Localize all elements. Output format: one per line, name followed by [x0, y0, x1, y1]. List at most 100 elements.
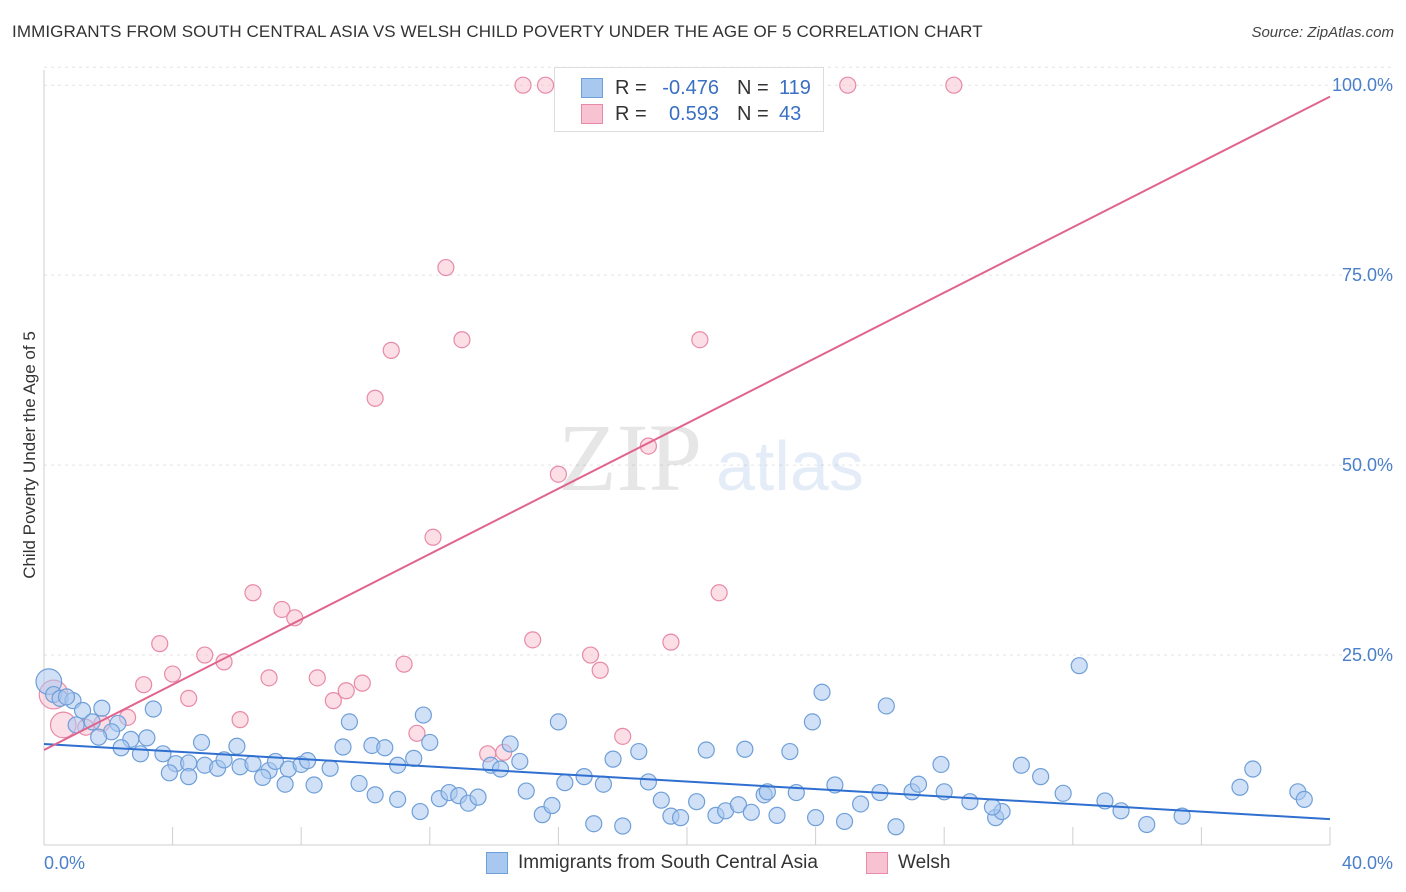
bottom-legend-label-pink: Welsh [898, 852, 951, 873]
legend-swatch-pink [581, 104, 603, 124]
watermark-zip: ZIP [558, 404, 702, 511]
asia-point [932, 755, 950, 774]
welsh-point [536, 76, 555, 94]
welsh-point [453, 331, 471, 349]
asia-point [671, 809, 690, 827]
asia-point [305, 776, 323, 794]
legend-r-pink: 0.593 [668, 102, 719, 125]
asia-point [421, 733, 439, 752]
asia-point [73, 701, 92, 720]
legend-swatch-blue [581, 78, 603, 98]
asia-point [254, 768, 272, 786]
asia-point [639, 773, 658, 791]
bottom-legend-swatch-blue [486, 852, 508, 874]
y-tick-label: 75.0% [1342, 265, 1393, 285]
asia-point [604, 750, 622, 768]
asia-point [736, 740, 754, 758]
asia-point [90, 728, 108, 746]
asia-point [1032, 768, 1050, 786]
welsh-point [151, 635, 169, 653]
asia-point [742, 803, 760, 821]
asia-point [909, 775, 928, 793]
asia-point [160, 764, 178, 782]
stats-legend: R = -0.476 N = 119 R = 0.593 N = 43 [554, 67, 824, 132]
welsh-trend-line [43, 95, 1331, 751]
welsh-point [691, 331, 709, 349]
asia-point [688, 793, 706, 811]
asia-point [1138, 815, 1156, 834]
welsh-point [945, 76, 963, 94]
asia-point [340, 713, 359, 731]
asia-point [405, 749, 423, 767]
legend-row-pink: R = 0.593 N = 43 [581, 102, 801, 126]
asia-point [614, 817, 632, 835]
asia-point [192, 733, 211, 752]
asia-point [228, 737, 246, 755]
asia-point [729, 796, 748, 814]
legend-r-blue: -0.476 [662, 76, 719, 99]
asia-point [1070, 657, 1088, 675]
asia-point [758, 783, 776, 801]
asia-point [57, 688, 76, 706]
welsh-point [366, 389, 384, 407]
asia-point [131, 745, 150, 763]
x-tick-label: 0.0% [44, 853, 85, 873]
legend-n-label: N = [737, 76, 769, 99]
asia-point [549, 713, 568, 731]
asia-point [180, 768, 198, 786]
asia-point [93, 699, 111, 717]
legend-n-label: N = [737, 102, 769, 125]
legend-row-blue: R = -0.476 N = 119 [581, 76, 811, 100]
welsh-point [710, 584, 728, 602]
welsh-point [614, 727, 632, 745]
welsh-point [196, 646, 214, 664]
welsh-point [353, 674, 371, 692]
asia-point [511, 752, 529, 771]
bottom-legend-label-blue: Immigrants from South Central Asia [518, 852, 818, 873]
y-tick-label: 25.0% [1342, 645, 1393, 665]
asia-point [630, 742, 648, 761]
source-label: Source: ZipAtlas.com [1251, 24, 1394, 41]
watermark-atlas: atlas [716, 427, 864, 505]
welsh-point [135, 676, 153, 694]
welsh-point [273, 600, 291, 619]
legend-n-pink: 43 [779, 102, 802, 125]
y-tick-label: 50.0% [1342, 455, 1393, 475]
asia-point [138, 729, 156, 747]
welsh-point [424, 528, 442, 546]
welsh-point [164, 665, 182, 683]
asia-point [491, 760, 510, 778]
asia-point [1173, 807, 1191, 825]
welsh-point [260, 669, 278, 687]
asia-point [389, 790, 407, 809]
welsh-point [514, 76, 532, 94]
asia-point [768, 806, 786, 824]
welsh-point [231, 711, 249, 729]
bottom-legend-swatch-pink [866, 852, 888, 874]
welsh-points [38, 76, 963, 763]
welsh-point [581, 646, 600, 664]
asia-point [877, 697, 895, 715]
asia-point [1054, 784, 1072, 802]
welsh-point [308, 669, 326, 687]
asia-point [813, 683, 831, 701]
asia-point [321, 759, 339, 777]
welsh-point [244, 584, 262, 602]
asia-point [517, 782, 535, 800]
bottom-legend-blue: Immigrants from South Central Asia [486, 852, 818, 874]
welsh-point [180, 689, 198, 707]
asia-points [35, 657, 1313, 836]
asia-point [414, 706, 432, 724]
welsh-point [591, 661, 609, 679]
bottom-legend-pink: Welsh [866, 852, 950, 874]
asia-point [376, 739, 394, 757]
welsh-point [549, 465, 568, 483]
asia-point [215, 751, 233, 769]
asia-trend-line [43, 742, 1331, 821]
welsh-point [324, 692, 342, 710]
asia-point [983, 798, 1002, 816]
asia-point [350, 774, 368, 793]
trend-lines [43, 95, 1331, 821]
asia-point [887, 818, 905, 836]
